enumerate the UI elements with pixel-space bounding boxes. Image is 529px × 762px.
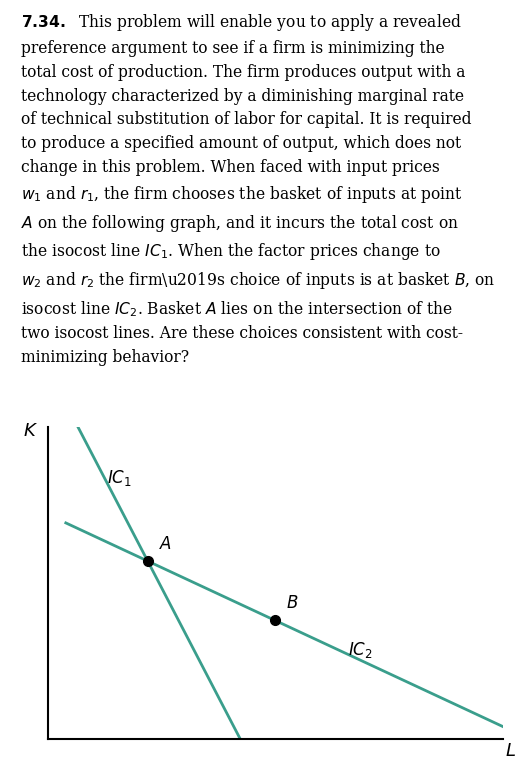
- Text: $IC_2$: $IC_2$: [348, 640, 372, 660]
- Text: $B$: $B$: [287, 595, 299, 612]
- Text: $IC_1$: $IC_1$: [107, 468, 132, 488]
- Text: $L$: $L$: [505, 742, 516, 760]
- Text: $\mathbf{7.34.}$  This problem will enable you to apply a revealed
preference ar: $\mathbf{7.34.}$ This problem will enabl…: [21, 12, 496, 367]
- Text: $K$: $K$: [23, 422, 38, 440]
- Text: $A$: $A$: [159, 536, 172, 552]
